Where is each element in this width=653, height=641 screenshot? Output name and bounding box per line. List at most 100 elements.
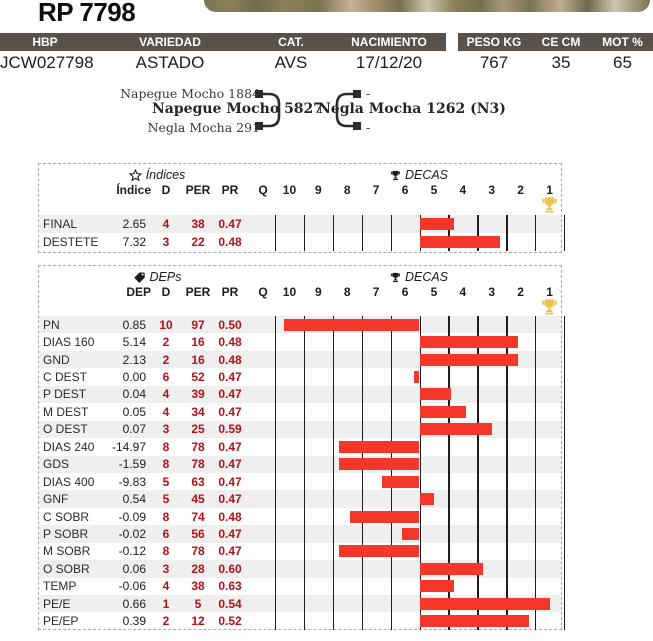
column-header: 1 (546, 183, 553, 197)
row-label: GND (43, 352, 70, 367)
column-header: Q (258, 183, 268, 197)
row-stat: 8 (162, 439, 170, 454)
row-stat: 56 (191, 526, 205, 541)
row-stat: 0.47 (218, 387, 242, 402)
column-header: PR (221, 285, 239, 299)
row-stat: 0.47 (218, 492, 242, 507)
decile-bar (419, 615, 530, 628)
column-header: PER (185, 183, 211, 197)
grid-line (332, 215, 335, 251)
id-header-cell: PESO KG (466, 35, 522, 49)
decile-bar (350, 510, 420, 523)
deps-table: DEPs DECAS DEP D PER PR Q 10 9 8 7 6 5 4 3 2 1 PN 0.85 10… (38, 265, 566, 630)
row-label: FINAL (43, 217, 78, 231)
decile-bar (419, 405, 466, 418)
deps-decas-text: DECAS (404, 270, 449, 284)
table-row: DESTETE 7.32 3 22 0.48 (39, 233, 561, 251)
row-label: GDS (43, 457, 70, 472)
row-stat: 0.47 (218, 544, 242, 559)
grid-line (535, 316, 537, 630)
row-value: 0.07 (122, 422, 146, 437)
star-outline-icon (128, 168, 142, 181)
decile-bar (419, 353, 518, 366)
row-value: 2.13 (122, 352, 146, 367)
row-stat: 1 (162, 596, 170, 611)
grid-line (506, 316, 508, 630)
column-header: 3 (488, 183, 496, 197)
table-row: DIAS 400 -9.83 5 63 0.47 (39, 473, 561, 490)
row-stat: 78 (191, 439, 205, 454)
table-row: O SOBR 0.06 3 28 0.60 (39, 560, 561, 578)
row-stat: 2 (162, 335, 170, 350)
row-value: 7.32 (122, 235, 146, 249)
row-value: -0.09 (118, 509, 146, 524)
grid-line (506, 215, 508, 251)
row-value: 0.54 (122, 492, 146, 507)
row-label: GNF (43, 492, 69, 507)
row-stat: 0.48 (218, 335, 242, 350)
id-value-cell: 65 (613, 52, 632, 72)
column-header: Índice (116, 183, 151, 197)
row-stat: 2 (162, 352, 170, 367)
indices-title-text: Índices (145, 168, 186, 182)
indices-section-title: Índices (39, 168, 275, 182)
grid-line (448, 215, 450, 251)
id-header-cell: VARIEDAD (139, 35, 201, 49)
decile-bar (419, 218, 455, 230)
table-row: PN 0.85 10 97 0.50 (39, 316, 561, 334)
row-value: -9.83 (118, 474, 146, 489)
row-value: 0.66 (122, 596, 146, 611)
column-header: 9 (314, 183, 322, 197)
row-stat: 0.47 (218, 404, 242, 419)
column-header: 4 (459, 285, 467, 299)
row-label: DIAS 400 (43, 474, 95, 489)
row-label: PE/EP (43, 614, 79, 629)
table-row: C SOBR -0.09 8 74 0.48 (39, 508, 561, 525)
row-label: PN (43, 317, 60, 332)
column-header: 4 (459, 183, 467, 197)
column-header: 3 (488, 285, 496, 299)
table-row: PE/E 0.66 1 5 0.54 (39, 595, 561, 613)
row-stat: 0.47 (218, 526, 242, 541)
column-header: Q (258, 285, 268, 299)
pedigree-dam-sire: - (366, 86, 371, 101)
column-header: 8 (343, 285, 351, 299)
row-stat: 16 (191, 335, 205, 350)
table-row: M SOBR -0.12 8 78 0.47 (39, 543, 561, 560)
column-header: D (161, 183, 171, 197)
id-header-cell: HBP (32, 35, 58, 49)
row-stat: 22 (191, 235, 205, 249)
row-stat: 0.59 (218, 422, 242, 437)
column-header: PER (185, 285, 211, 299)
table-row: GND 2.13 2 16 0.48 (39, 350, 561, 369)
grid-line (332, 316, 335, 630)
row-stat: 8 (162, 544, 170, 559)
row-label: O SOBR (43, 561, 90, 576)
table-row: PE/EP 0.39 2 12 0.52 (39, 612, 561, 629)
column-header: 6 (401, 285, 409, 299)
row-stat: 5 (162, 474, 170, 489)
row-stat: 28 (191, 561, 205, 576)
row-stat: 0.50 (218, 317, 242, 332)
grid-line (361, 215, 364, 251)
column-header: 1 (546, 285, 553, 299)
row-stat: 3 (162, 235, 170, 249)
column-header: 5 (430, 183, 438, 197)
row-stat: 16 (191, 352, 205, 367)
gold-trophy-icon (542, 299, 557, 315)
row-stat: 45 (191, 492, 205, 507)
id-header-cell: CAT. (278, 35, 304, 49)
deps-section-title: DEPs (39, 270, 275, 284)
grid-line (361, 316, 364, 630)
row-stat: 0.54 (218, 596, 242, 611)
row-value: 0.04 (122, 387, 146, 402)
row-value: 5.14 (122, 335, 146, 350)
row-value: 0.06 (122, 561, 146, 576)
decile-bar (283, 318, 420, 331)
decile-bar (419, 493, 434, 506)
grid-line (535, 215, 537, 251)
row-stat: 0.47 (218, 370, 242, 385)
row-stat: 97 (191, 317, 205, 332)
trophy-icon (390, 170, 400, 180)
row-stat: 39 (191, 387, 205, 402)
